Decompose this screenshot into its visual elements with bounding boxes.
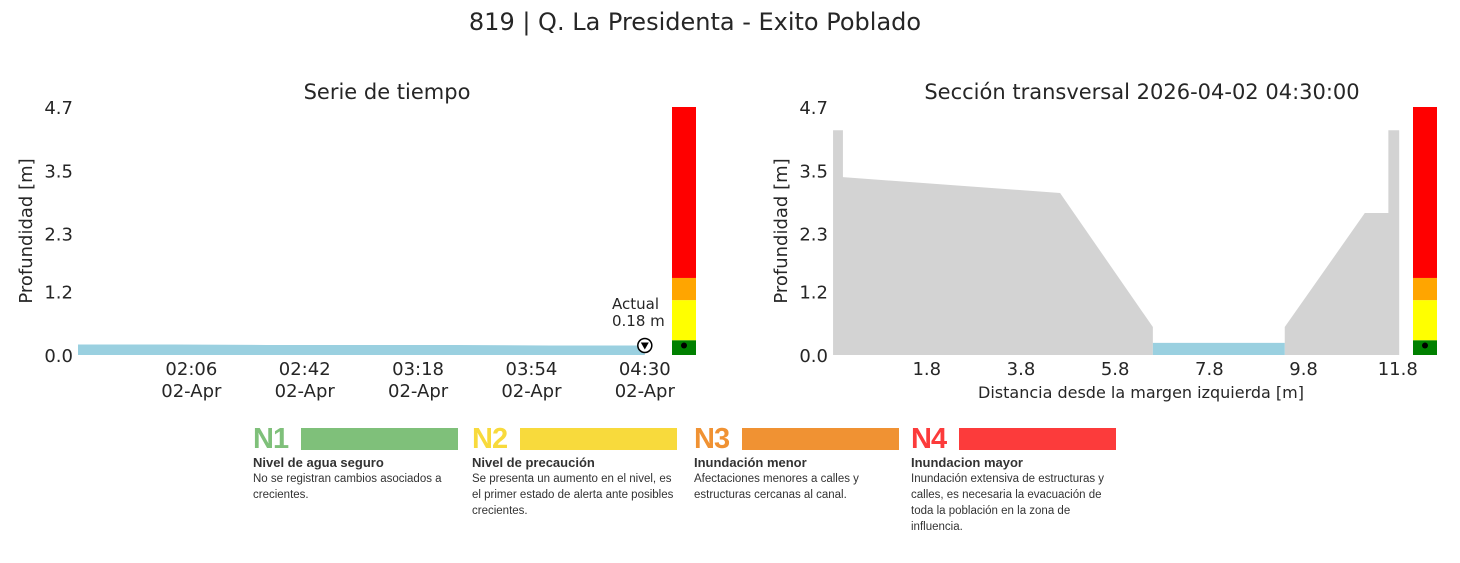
xs-xtick: 9.8: [1289, 359, 1318, 380]
legend-color-bar: [520, 428, 677, 450]
legend-desc: Se presenta un aumento en el nivel, es e…: [472, 473, 674, 517]
down-triangle-icon: [640, 342, 649, 350]
legend-title: Inundación menor: [694, 455, 807, 470]
ts-ytick: 2.3: [44, 225, 73, 246]
xs-xtick: 3.8: [1007, 359, 1036, 380]
legend-desc: No se registran cambios asociados a crec…: [253, 473, 442, 501]
level-marker-dot: [681, 342, 687, 349]
ts-xtick-date: 02-Apr: [275, 381, 336, 402]
ts-xtick-date: 02-Apr: [615, 381, 676, 402]
ts-depth-area: [78, 344, 645, 355]
xs-title: Sección transversal 2026-04-02 04:30:00: [924, 80, 1359, 104]
xs-ylabel: Profundidad [m]: [771, 158, 792, 303]
legend-item-n2: N2 Nivel de precaución Se presenta un au…: [472, 425, 677, 519]
level-bar-segment: [1413, 107, 1437, 278]
ts-xtick-time: 03:18: [392, 359, 444, 380]
legend-code: N4: [911, 423, 947, 455]
xs-xtick: 1.8: [912, 359, 941, 380]
legend-code: N3: [694, 423, 730, 455]
legend-item-n4: N4 Inundacion mayor Inundación extensiva…: [911, 425, 1116, 535]
legend-title: Inundacion mayor: [911, 455, 1023, 470]
legend-code: N1: [253, 423, 289, 455]
legend-title: Nivel de precaución: [472, 455, 595, 470]
xs-xlabel: Distancia desde la margen izquierda [m]: [978, 383, 1304, 402]
ts-xtick-time: 04:30: [619, 359, 671, 380]
ts-ytick: 1.2: [44, 283, 73, 304]
annotation-actual: Actual: [612, 295, 659, 313]
xs-xtick: 7.8: [1195, 359, 1224, 380]
legend-code: N2: [472, 423, 508, 455]
legend-desc: Afectaciones menores a calles y estructu…: [694, 473, 859, 501]
xs-ytick: 2.3: [799, 225, 828, 246]
ts-xtick-date: 02-Apr: [161, 381, 222, 402]
level-bar-segment: [672, 300, 696, 341]
annotation-value: 0.18 m: [612, 312, 665, 330]
ts-ytick: 3.5: [44, 161, 73, 182]
level-bar-segment: [1413, 277, 1437, 301]
legend-color-bar: [742, 428, 899, 450]
ts-ytick: 0.0: [44, 346, 73, 367]
legend-color-bar: [301, 428, 458, 450]
level-bar-segment: [672, 107, 696, 278]
xs-xtick: 11.8: [1378, 359, 1418, 380]
legend-item-n3: N3 Inundación menor Afectaciones menores…: [694, 425, 899, 503]
ts-xtick-time: 02:06: [165, 359, 217, 380]
legend-title: Nivel de agua seguro: [253, 455, 384, 470]
xs-ytick: 1.2: [799, 283, 828, 304]
water-section: [1152, 342, 1285, 355]
legend-desc: Inundación extensiva de estructuras y ca…: [911, 473, 1105, 533]
xs-ytick: 3.5: [799, 161, 828, 182]
ts-title: Serie de tiempo: [304, 80, 471, 104]
level-bar-segment: [1413, 300, 1437, 341]
xs-ytick: 0.0: [799, 346, 828, 367]
level-bar-segment: [672, 277, 696, 301]
ts-xtick-date: 02-Apr: [501, 381, 562, 402]
ts-xtick-time: 03:54: [506, 359, 558, 380]
charts: 819 | Q. La Presidenta - Exito Poblado S…: [16, 8, 1437, 402]
ts-xtick-date: 02-Apr: [388, 381, 449, 402]
level-marker-dot: [1422, 342, 1428, 349]
xs-xtick: 5.8: [1101, 359, 1130, 380]
legend-item-n1: N1 Nivel de agua seguro No se registran …: [253, 425, 458, 503]
legend-color-bar: [959, 428, 1116, 450]
ts-ytick: 4.7: [44, 98, 73, 119]
terrain-profile: [833, 130, 1400, 355]
figure-title: 819 | Q. La Presidenta - Exito Poblado: [469, 8, 921, 36]
ts-xtick-time: 02:42: [279, 359, 331, 380]
xs-ytick: 4.7: [799, 98, 828, 119]
ts-ylabel: Profundidad [m]: [16, 158, 37, 303]
